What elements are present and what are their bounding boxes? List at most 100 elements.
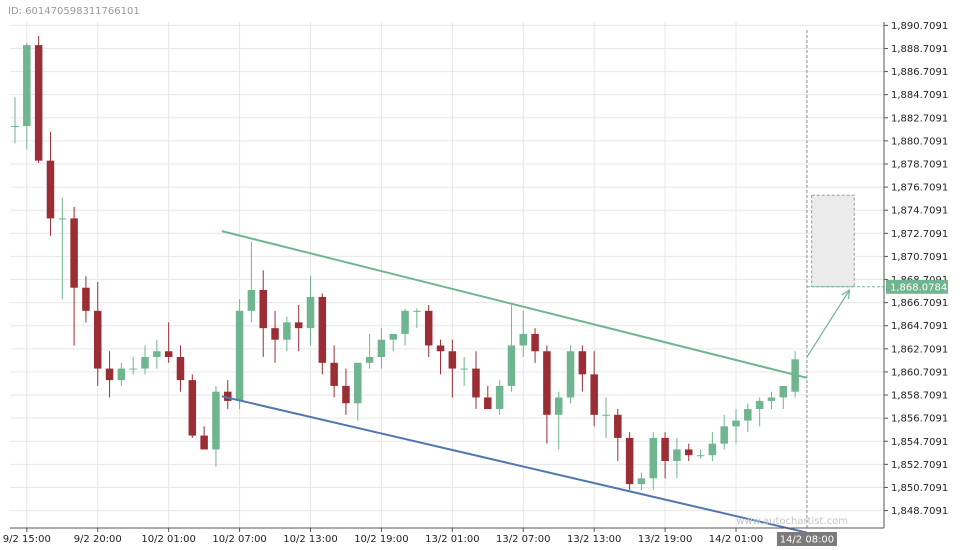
candle (235, 299, 244, 410)
y-tick-label: 1,854.7091 (891, 437, 948, 448)
candle (673, 437, 681, 479)
chart-grid (10, 22, 884, 528)
candle (519, 310, 528, 358)
candle-body (164, 351, 173, 358)
candle (744, 403, 752, 433)
candle (224, 380, 232, 410)
candle (590, 351, 598, 427)
candle (271, 310, 279, 363)
candle (153, 339, 161, 369)
y-tick-label: 1,856.7091 (891, 414, 948, 425)
candle (342, 368, 350, 415)
candle-body (460, 368, 468, 370)
candlestick-series (11, 35, 799, 490)
candle (661, 432, 669, 479)
y-tick-label: 1,858.7091 (891, 391, 948, 402)
candle (720, 414, 728, 450)
candle-body (708, 443, 717, 456)
candle-body (436, 345, 445, 352)
candle (543, 345, 551, 444)
candle-body (519, 333, 528, 346)
x-tick-label: 9/2 15:00 (3, 534, 51, 545)
resistance-line (221, 230, 808, 379)
candle-body (306, 296, 315, 329)
y-tick-label: 1,864.7091 (891, 321, 948, 332)
trend-lines (221, 230, 808, 534)
candle (23, 42, 31, 150)
candle-body (484, 397, 492, 410)
candle (531, 328, 539, 363)
candle-body (141, 357, 149, 369)
candle (566, 345, 575, 404)
candle (58, 197, 67, 300)
candle (495, 380, 504, 415)
support-line (221, 395, 808, 534)
candle (472, 351, 480, 410)
candle-body (507, 345, 516, 386)
y-tick-label: 1,882.7091 (891, 113, 948, 124)
candle-body (614, 414, 622, 438)
candle (46, 131, 55, 236)
candle-body (590, 374, 598, 415)
y-tick-label: 1,874.7091 (891, 206, 948, 217)
x-tick-label: 13/2 01:00 (425, 534, 479, 545)
candle (684, 443, 693, 461)
candle (554, 391, 563, 450)
candle (11, 97, 19, 144)
candle-body (424, 310, 433, 346)
candle (614, 409, 622, 461)
y-tick-label: 1,886.7091 (891, 67, 948, 78)
candle (247, 241, 256, 323)
candle-body (318, 296, 327, 363)
candle-body (153, 351, 161, 358)
candle-body (755, 400, 764, 410)
candle (212, 385, 220, 467)
candle-body (117, 368, 126, 381)
candle (117, 362, 126, 386)
y-tick-label: 1,848.7091 (891, 506, 948, 517)
y-tick-label: 1,870.7091 (891, 252, 948, 263)
y-tick-label: 1,872.7091 (891, 229, 948, 240)
candle (779, 385, 788, 410)
candle (377, 328, 386, 369)
candle-body (82, 287, 90, 311)
candle (188, 374, 197, 438)
candle-body (720, 426, 728, 444)
candle-body (93, 310, 102, 369)
candle (389, 333, 397, 352)
candle (283, 316, 291, 352)
candle-body (294, 322, 303, 329)
current-time-badge (776, 532, 837, 546)
chart-axes: 1,848.7091 1,850.7091 1,852.7091 1,854.7091… (3, 21, 948, 546)
forecast-layer (806, 194, 884, 358)
y-tick-label: 1,852.7091 (891, 460, 948, 471)
candle-body (637, 478, 646, 485)
candle-body (224, 391, 232, 401)
candle-body (625, 437, 634, 485)
candle-body (46, 160, 55, 219)
candle-body (661, 437, 669, 461)
candle-body (696, 455, 705, 457)
x-tick-label: 14/2 01:00 (709, 534, 763, 545)
forecast-arrow-shaft (806, 289, 850, 358)
candle-body (684, 449, 693, 456)
candle (93, 281, 102, 386)
candle (424, 305, 433, 358)
candle (448, 339, 457, 398)
x-tick-label: 10/2 19:00 (354, 534, 408, 545)
candle (34, 35, 43, 163)
candle-body (58, 218, 67, 220)
candle-body (673, 449, 681, 461)
candle (306, 276, 315, 346)
candle (330, 345, 338, 398)
candle (413, 308, 421, 329)
current-price-label: 1,868.0784 (890, 282, 947, 293)
candle-body (105, 368, 114, 381)
candle-body (495, 385, 504, 410)
candle-body (401, 310, 409, 334)
y-tick-label: 1,880.7091 (891, 136, 948, 147)
candle (696, 449, 705, 459)
x-tick-label: 13/2 07:00 (496, 534, 550, 545)
candle (436, 339, 445, 375)
